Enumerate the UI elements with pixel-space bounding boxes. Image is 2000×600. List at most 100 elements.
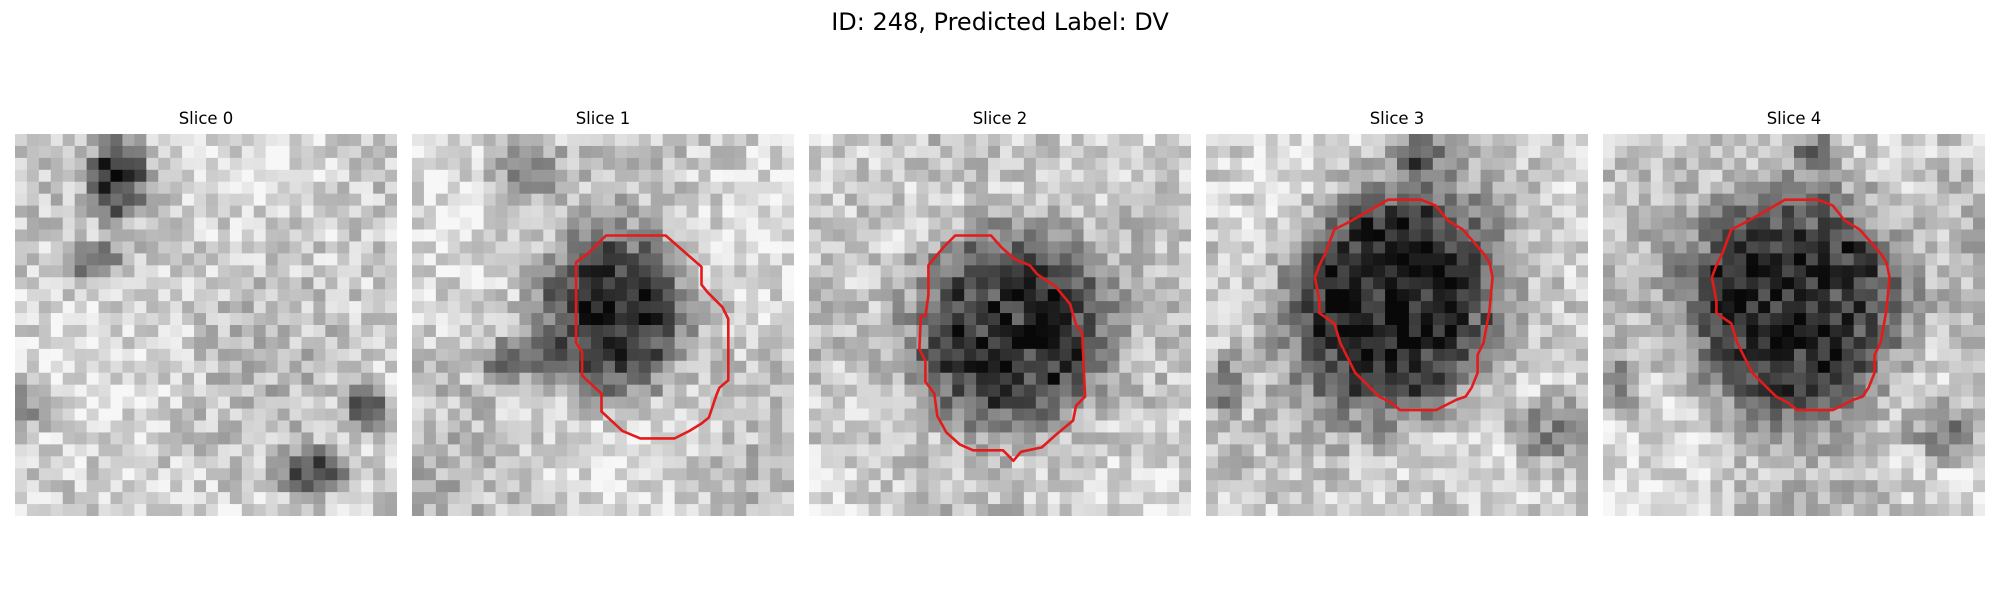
pixel [62,444,76,457]
pixel [349,205,362,219]
pixel [880,480,894,493]
pixel [1000,157,1013,171]
pixel [1277,193,1291,207]
pixel [1059,193,1073,207]
pixel [1432,468,1446,481]
pixel [289,134,303,147]
pixel [229,372,243,386]
pixel [1770,229,1783,243]
pixel [1131,408,1144,422]
pixel [782,301,794,314]
pixel [856,205,870,219]
pixel [555,348,568,362]
pixel [182,217,195,231]
pixel [1782,384,1795,398]
pixel [722,145,735,159]
pixel [1241,420,1255,434]
pixel [361,360,374,374]
pixel [543,432,556,445]
pixel [928,277,941,290]
pixel [531,348,544,362]
pixel [940,348,953,362]
pixel [265,396,279,410]
pixel [1650,348,1664,362]
pixel [892,348,906,362]
pixel [543,325,556,338]
segmentation-contour [574,234,730,440]
pixel [1925,313,1938,326]
pixel [1925,336,1938,350]
pixel [1107,444,1120,457]
pixel [1492,444,1506,457]
pixel [337,157,350,171]
pixel [1564,396,1577,410]
pixel [988,217,1001,231]
pixel [1432,193,1446,207]
pixel [122,336,135,350]
pixel [988,145,1001,159]
pixel [122,301,135,314]
pixel [1155,396,1168,410]
pixel [1179,217,1191,231]
pixel [1841,360,1855,374]
pixel [412,360,425,374]
pixel [1337,372,1350,386]
pixel [1734,325,1747,338]
pixel [62,289,76,302]
pixel [301,313,315,326]
pixel [1552,205,1565,219]
pixel [1337,181,1350,195]
pixel [1253,289,1267,302]
pixel [241,145,255,159]
pixel [1107,468,1120,481]
pixel [1277,504,1291,516]
pixel [904,360,918,374]
pixel [1217,348,1231,362]
pixel [1877,181,1891,195]
pixel [1373,444,1386,457]
pixel [1337,432,1350,445]
pixel [62,157,76,171]
pixel [1564,301,1577,314]
pixel [1794,372,1807,386]
pixel [1758,348,1771,362]
pixel [591,253,604,266]
pixel [1480,480,1494,493]
pixel [1925,432,1938,445]
pixel [746,169,759,183]
pixel [15,468,28,481]
pixel [1961,193,1974,207]
pixel [1229,253,1243,266]
pixel [1758,432,1771,445]
pixel [1662,432,1676,445]
pixel [265,313,279,326]
pixel [567,277,580,290]
pixel [1576,348,1588,362]
pixel [916,241,929,254]
pixel [1143,134,1156,147]
pixel [313,169,326,183]
pixel [1516,169,1529,183]
pixel [782,241,794,254]
pixel [1504,360,1517,374]
pixel [134,134,147,147]
pixel [385,205,397,219]
pixel [1107,360,1120,374]
pixel [447,193,461,207]
pixel [206,134,219,147]
pixel [662,444,676,457]
pixel [495,396,509,410]
pixel [904,408,918,422]
pixel [1805,217,1819,231]
pixel [964,504,977,516]
pixel [423,301,437,314]
pixel [1686,253,1700,266]
pixel [519,372,532,386]
pixel [591,241,604,254]
pixel [158,169,171,183]
pixel [495,205,509,219]
pixel [1841,205,1855,219]
pixel [1071,348,1085,362]
pixel [325,181,338,195]
pixel [412,420,425,434]
